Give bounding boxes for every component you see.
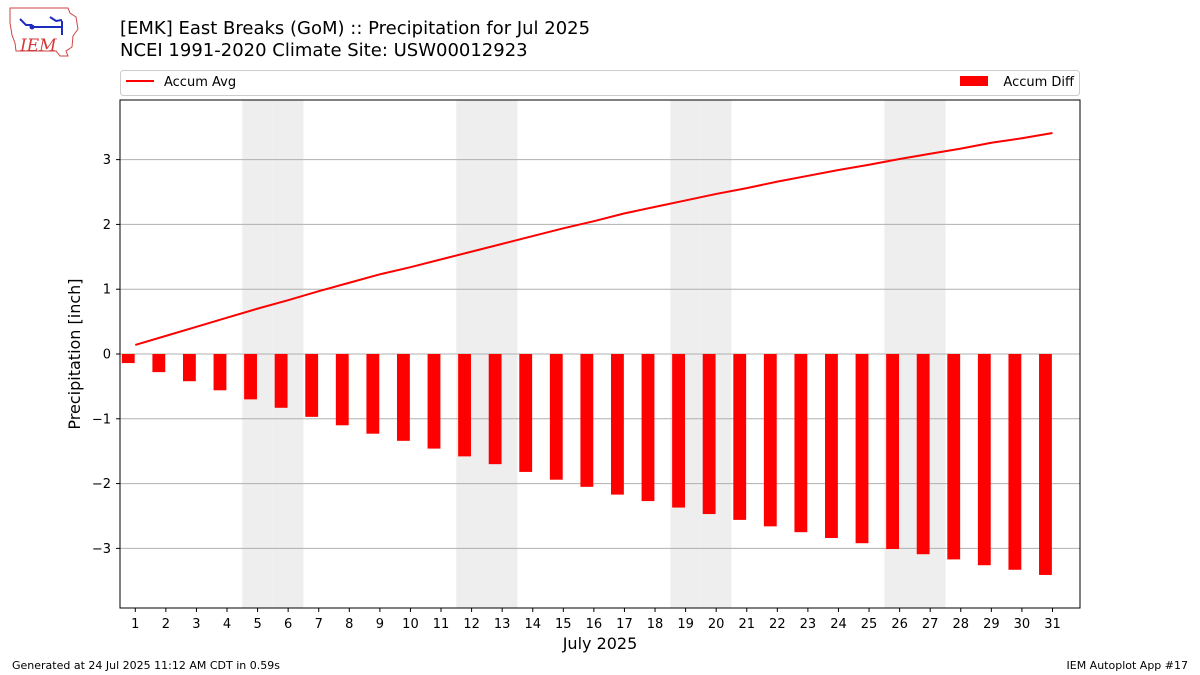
accum-diff-bars [121,354,1052,575]
bar-accum-diff [121,354,135,364]
x-axis-ticks: 1 2 3 4 5 6 7 8 9 10 11 12 13 14 15 16 17 18 19 20 21 22 23 24 2… [131,608,1061,632]
x-tick-label: 1 [131,617,139,632]
bar-accum-diff [213,354,227,391]
y-tick-label: −1 [92,412,111,427]
x-tick-label: 2 [162,617,170,632]
x-tick-label: 7 [315,617,323,632]
bar-accum-diff [274,354,288,408]
x-tick-label: 6 [284,617,292,632]
bar-accum-diff [305,354,319,417]
x-tick-label: 17 [616,617,633,632]
x-tick-label: 13 [494,617,511,632]
x-tick-label: 12 [463,617,480,632]
y-tick-label: 3 [103,153,111,168]
accum-avg-line [135,132,1053,346]
x-tick-label: 8 [345,617,353,632]
logo-text: IEM [19,36,57,56]
y-tick-label: 0 [103,348,111,363]
logo-wind-mark [19,16,63,35]
bar-accum-diff [244,354,257,400]
y-axis-label: Precipitation [inch] [65,278,84,429]
legend: Accum Avg Accum Diff [120,70,1080,96]
chart-subtitle: NCEI 1991-2020 Climate Site: USW00012923 [120,40,528,61]
x-tick-label: 27 [922,617,939,632]
x-tick-label: 20 [708,617,725,632]
x-tick-label: 9 [376,617,384,632]
bar-accum-diff [672,354,685,508]
y-tick-label: 1 [103,283,111,298]
y-tick-label: −3 [92,542,111,557]
bar-accum-diff [977,354,991,566]
bar-accum-diff [152,354,166,373]
bar-accum-diff [794,354,808,533]
x-tick-label: 3 [192,617,200,632]
x-tick-label: 5 [253,617,261,632]
bar-accum-diff [947,354,961,560]
bar-accum-diff [335,354,349,426]
app-credit: IEM Autoplot App #17 [1066,659,1189,672]
x-tick-label: 22 [769,617,786,632]
chart-title: [EMK] East Breaks (GoM) :: Precipitation… [120,18,591,39]
y-tick-label: 2 [103,218,111,233]
y-tick-label: −2 [92,477,111,492]
x-tick-label: 31 [1044,617,1061,632]
bar-accum-diff [702,354,716,515]
bar-accum-diff [641,354,655,502]
x-tick-label: 11 [433,617,450,632]
bar-accum-diff [825,354,838,539]
x-tick-label: 21 [738,617,755,632]
x-tick-label: 19 [677,617,694,632]
bar-accum-diff [611,354,624,495]
bar-accum-diff [886,354,900,550]
bar-accum-diff [1039,354,1052,575]
legend-box [120,70,1080,96]
bar-accum-diff [396,354,410,441]
legend-label-accum-avg: Accum Avg [164,75,236,90]
accum-avg-line-group [135,132,1053,346]
x-tick-label: 23 [800,617,817,632]
x-tick-label: 4 [223,617,231,632]
bar-accum-diff [549,354,563,480]
bar-accum-diff [763,354,777,527]
bar-accum-diff [488,354,502,465]
x-tick-label: 28 [952,617,969,632]
x-tick-label: 24 [830,617,847,632]
bar-accum-diff [519,354,533,472]
x-tick-label: 10 [402,617,419,632]
y-axis-ticks: 3 2 1 0 −1 −2 −3 [92,153,120,557]
x-tick-label: 16 [586,617,603,632]
bar-accum-diff [916,354,930,555]
x-tick-label: 26 [891,617,908,632]
x-tick-label: 30 [1014,617,1031,632]
bar-accum-diff [182,354,196,382]
bar-accum-diff [580,354,594,487]
x-axis-label: July 2025 [562,634,638,653]
bar-accum-diff [427,354,441,449]
legend-bar-swatch [960,76,988,86]
bar-accum-diff [458,354,471,457]
x-tick-label: 18 [647,617,664,632]
legend-label-accum-diff: Accum Diff [1003,75,1075,90]
generated-timestamp: Generated at 24 Jul 2025 11:12 AM CDT in… [12,659,280,672]
bar-accum-diff [855,354,869,544]
iem-logo: IEM [9,7,79,57]
bar-accum-diff [1008,354,1022,570]
logo-dot [29,24,35,30]
bar-accum-diff [366,354,380,434]
x-tick-label: 15 [555,617,572,632]
x-tick-label: 25 [861,617,878,632]
x-tick-label: 29 [983,617,1000,632]
logo-state-outline [9,7,79,57]
x-tick-label: 14 [524,617,541,632]
bar-accum-diff [733,354,747,520]
